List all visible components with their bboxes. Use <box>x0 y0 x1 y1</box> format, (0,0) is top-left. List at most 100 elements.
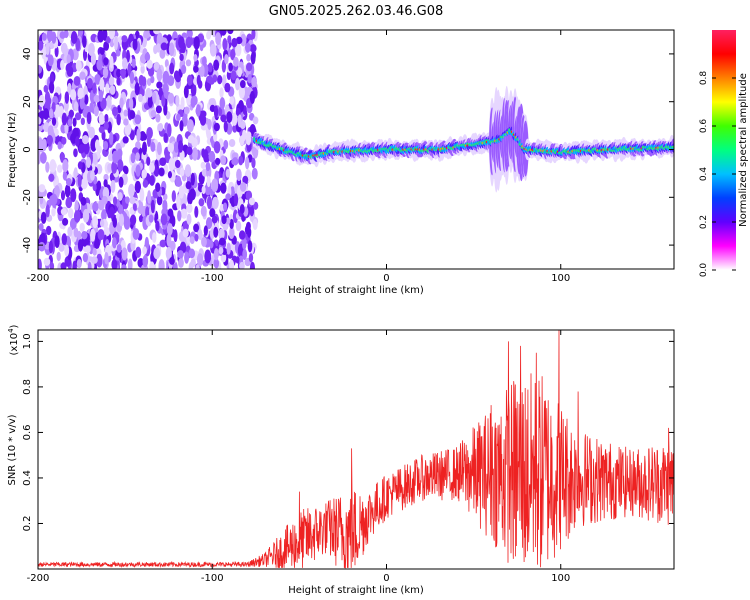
spectrogram-noise-cell <box>229 259 235 269</box>
spectrogram-noise-cell <box>191 137 198 148</box>
spectrogram-noise-cell <box>174 159 181 168</box>
spectrogram-noise-cell <box>146 127 153 140</box>
spectrogram-noise-cell <box>156 195 163 206</box>
spectrogram-noise-cell <box>64 91 70 104</box>
spectrogram-noise-cell <box>181 42 186 54</box>
spectrogram-marks <box>38 30 674 269</box>
snr-x-tick-label: -100 <box>201 573 224 584</box>
spectrogram-noise-cell <box>135 164 141 177</box>
spectrogram-noise-cell <box>129 71 135 84</box>
spectrogram-noise-cell <box>56 164 63 173</box>
spectrogram-noise-cell <box>58 242 65 252</box>
spectrogram-noise-cell <box>232 209 239 224</box>
spectrogram-noise-cell <box>168 157 175 172</box>
spectrogram-noise-cell <box>227 35 232 44</box>
spectrogram-noise-cell <box>135 152 140 162</box>
spectrogram-noise-cell <box>163 84 168 99</box>
spectrogram-noise-cell <box>158 167 165 177</box>
spectrogram-noise-cell <box>201 185 206 195</box>
colorbar-label: Normalized spectral amplitude <box>738 73 749 227</box>
spectrogram-noise-cell <box>96 253 103 268</box>
spectrogram-noise-cell <box>104 251 109 265</box>
spectrogram-noise-cell <box>108 206 115 219</box>
spectrogram-noise-cell <box>56 251 61 262</box>
spectrogram-noise-cell <box>235 107 241 117</box>
spectrogram-noise-cell <box>175 95 180 107</box>
spectrogram-noise-cell <box>185 36 193 49</box>
spectrogram-noise-cell <box>235 36 243 45</box>
spectrogram-noise-cell <box>167 75 175 87</box>
spectrogram-noise-cell <box>177 210 182 222</box>
spectrogram-noise-cell <box>250 51 256 65</box>
spectrogram-noise-cell <box>248 253 254 263</box>
snr-y-ticks: 0.2 0.4 0.6 0.8 1.0 <box>22 333 674 531</box>
spectrogram-noise-cell <box>129 110 136 120</box>
spectrogram-noise-cell <box>40 152 47 164</box>
spectrogram-noise-cell <box>235 256 240 264</box>
spectrogram-noise-cell <box>167 142 175 153</box>
colorbar-tick-label: 0.2 <box>699 215 709 229</box>
spectrogram-noise-cell <box>189 236 195 244</box>
spectrogram-noise-cell <box>132 228 140 240</box>
spectrogram-noise-cell <box>239 80 246 89</box>
spectrogram-noise-cell <box>87 261 92 269</box>
spectrogram-noise-cell <box>48 240 54 254</box>
spectrogram-noise-cell <box>102 66 109 79</box>
spectrogram-noise-cell <box>123 166 129 175</box>
spectrogram-noise-cell <box>179 241 187 254</box>
spectrogram-noise-cell <box>178 140 184 153</box>
spectrogram-noise-cell <box>168 42 175 57</box>
spectrogram-noise-cell <box>103 41 110 51</box>
spectrogram-noise-cell <box>51 117 57 126</box>
colorbar-ticks: 0.0 0.2 0.4 0.6 0.8 <box>699 71 736 277</box>
spectrogram-noise-cell <box>101 209 107 222</box>
spectrogram-y-ticks: -40 -20 0 20 40 <box>22 48 674 253</box>
spectrogram-noise-cell <box>77 87 84 99</box>
spectrogram-noise-cell <box>218 228 225 240</box>
spectrogram-y-tick-label: -40 <box>22 237 33 253</box>
spectrogram-noise-cell <box>84 94 89 105</box>
spectrogram-noise-cell <box>135 246 142 258</box>
spectrogram-noise-cell <box>64 244 70 257</box>
spectrogram-noise-cell <box>215 32 222 46</box>
snr-y-scale: (x104) <box>7 324 20 355</box>
spectrogram-noise-cell <box>92 183 97 192</box>
spectrogram-noise-cell <box>166 223 173 236</box>
spectrogram-noise-cell <box>233 193 239 207</box>
spectrogram-noise-cell <box>160 42 168 51</box>
spectrogram-noise-cell <box>212 74 218 83</box>
spectrogram-noise-cell <box>245 221 251 231</box>
spectrogram-noise-cell <box>73 101 79 112</box>
spectrogram-noise-cell <box>178 257 184 268</box>
spectrogram-y-label: Frequency (Hz) <box>7 112 18 188</box>
spectrogram-noise-cell <box>211 196 219 210</box>
spectrogram-noise-cell <box>72 117 77 127</box>
spectrogram-noise-cell <box>112 216 118 228</box>
spectrogram-noise-cell <box>82 208 90 223</box>
spectrogram-noise-cell <box>88 126 96 139</box>
spectrogram-noise-cell <box>247 240 253 253</box>
spectrogram-noise-cell <box>108 30 116 40</box>
spectrogram-noise-cell <box>220 182 227 194</box>
spectrogram-noise-cell <box>66 65 74 77</box>
spectrogram-noise-cell <box>122 136 129 144</box>
snr-y-scale-close: ) <box>9 324 20 328</box>
spectrogram-noise-cell <box>57 141 62 150</box>
spectrogram-noise-cell <box>247 74 253 84</box>
spectrogram-noise-cell <box>179 120 184 132</box>
spectrogram-noise-cell <box>149 162 155 173</box>
spectrogram-y-tick-label: 20 <box>22 95 33 108</box>
spectrogram-noise-cell <box>155 113 161 123</box>
spectrogram-noise-cell <box>111 259 118 269</box>
spectrogram-noise-cell <box>201 56 207 67</box>
spectrogram-noise-cell <box>86 77 93 89</box>
spectrogram-noise-cell <box>92 201 99 212</box>
spectrogram-noise-cell <box>103 57 109 66</box>
spectrogram-noise-cell <box>166 34 172 43</box>
spectrogram-noise-cell <box>141 76 147 87</box>
spectrogram-noise-cell <box>225 217 231 225</box>
spectrogram-noise-cell <box>149 261 155 269</box>
spectrogram-noise-cell <box>252 116 259 125</box>
spectrogram-noise-cell <box>132 203 137 211</box>
spectrogram-noise-cell <box>98 199 105 211</box>
